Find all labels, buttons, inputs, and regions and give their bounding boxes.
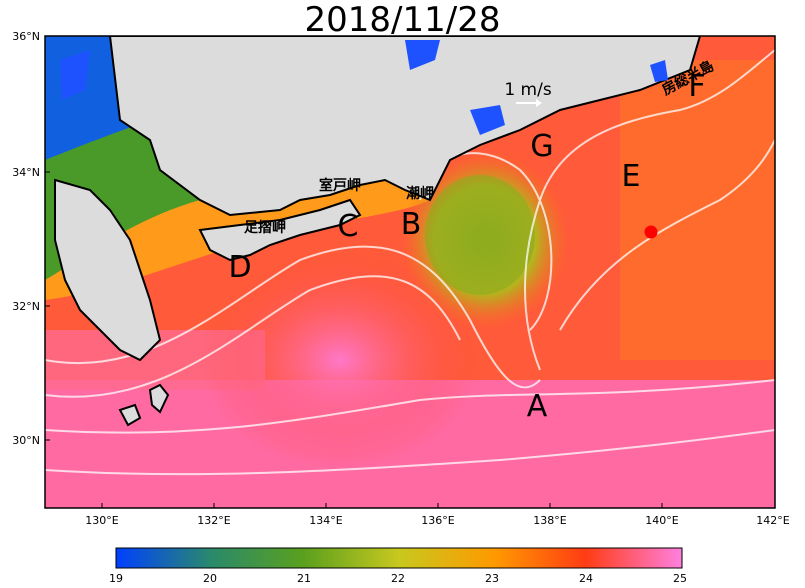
lat-label-34: 34°N bbox=[12, 166, 40, 179]
scale-label: 1 m/s bbox=[504, 80, 552, 100]
colorbar-tick-19: 19 bbox=[109, 572, 123, 585]
lon-label-132: 132°E bbox=[197, 514, 230, 527]
point-b: B bbox=[401, 207, 422, 242]
lat-label-36: 36°N bbox=[12, 30, 40, 43]
colorbar-tick-20: 20 bbox=[203, 572, 217, 585]
lat-label-32: 32°N bbox=[12, 300, 40, 313]
point-c: C bbox=[338, 209, 359, 244]
point-f: F bbox=[688, 69, 705, 104]
colorbar bbox=[115, 547, 683, 569]
place-muroto: 室戸岬 bbox=[319, 177, 361, 194]
map-frame bbox=[44, 35, 776, 509]
lon-label-130: 130°E bbox=[85, 514, 118, 527]
colorbar-tick-24: 24 bbox=[579, 572, 593, 585]
lon-label-134: 134°E bbox=[309, 514, 342, 527]
map-title: 2018/11/28 bbox=[304, 0, 501, 40]
lon-label-140: 140°E bbox=[645, 514, 678, 527]
observation-marker bbox=[644, 225, 658, 239]
colorbar-tick-21: 21 bbox=[297, 572, 311, 585]
point-g: G bbox=[530, 129, 553, 164]
lon-label-136: 136°E bbox=[421, 514, 454, 527]
colorbar-tick-22: 22 bbox=[391, 572, 405, 585]
lon-label-142: 142°E bbox=[756, 514, 789, 527]
place-ashizuri: 足摺岬 bbox=[244, 220, 286, 236]
inland-water bbox=[60, 40, 668, 135]
point-a: A bbox=[527, 389, 548, 424]
point-e: E bbox=[622, 159, 641, 194]
colorbar-tick-25: 25 bbox=[673, 572, 687, 585]
lat-label-30: 30°N bbox=[12, 434, 40, 447]
place-shiono: 潮岬 bbox=[406, 185, 434, 202]
lon-label-138: 138°E bbox=[533, 514, 566, 527]
land-masses bbox=[54, 36, 702, 427]
colorbar-tick-23: 23 bbox=[485, 572, 499, 585]
point-d: D bbox=[228, 250, 251, 285]
sst-field bbox=[45, 36, 775, 508]
